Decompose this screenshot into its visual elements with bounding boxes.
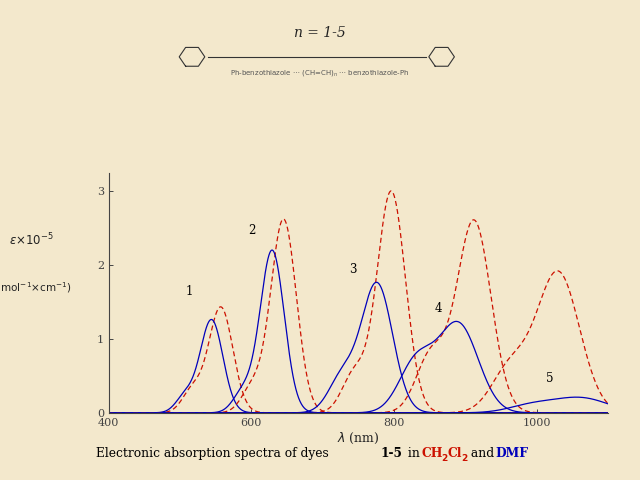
- Text: CH: CH: [421, 447, 443, 460]
- Text: Electronic absorption spectra of dyes: Electronic absorption spectra of dyes: [96, 447, 333, 460]
- Text: (L$\times$mol$^{-1}$$\times$cm$^{-1}$): (L$\times$mol$^{-1}$$\times$cm$^{-1}$): [0, 281, 71, 295]
- Text: 2: 2: [461, 454, 467, 463]
- Text: 2: 2: [441, 454, 447, 463]
- Text: 5: 5: [546, 372, 553, 385]
- Text: DMF: DMF: [495, 447, 529, 460]
- Text: $\varepsilon$$\times$$10^{-5}$: $\varepsilon$$\times$$10^{-5}$: [9, 232, 54, 248]
- Text: and: and: [467, 447, 498, 460]
- Text: 1-5: 1-5: [381, 447, 403, 460]
- Text: $\mathregular{Ph}$-benzothiazole $\cdots$ (CH=CH)$_n$ $\cdots$ benzothiazole-$\m: $\mathregular{Ph}$-benzothiazole $\cdots…: [230, 68, 410, 78]
- Text: 4: 4: [435, 302, 442, 315]
- Text: Cl: Cl: [448, 447, 463, 460]
- Text: n = 1-5: n = 1-5: [294, 26, 346, 40]
- Text: in: in: [404, 447, 424, 460]
- Text: 1: 1: [186, 285, 193, 298]
- X-axis label: $\lambda$ (nm): $\lambda$ (nm): [337, 431, 380, 445]
- Text: 2: 2: [248, 224, 256, 237]
- Text: 3: 3: [349, 263, 356, 276]
